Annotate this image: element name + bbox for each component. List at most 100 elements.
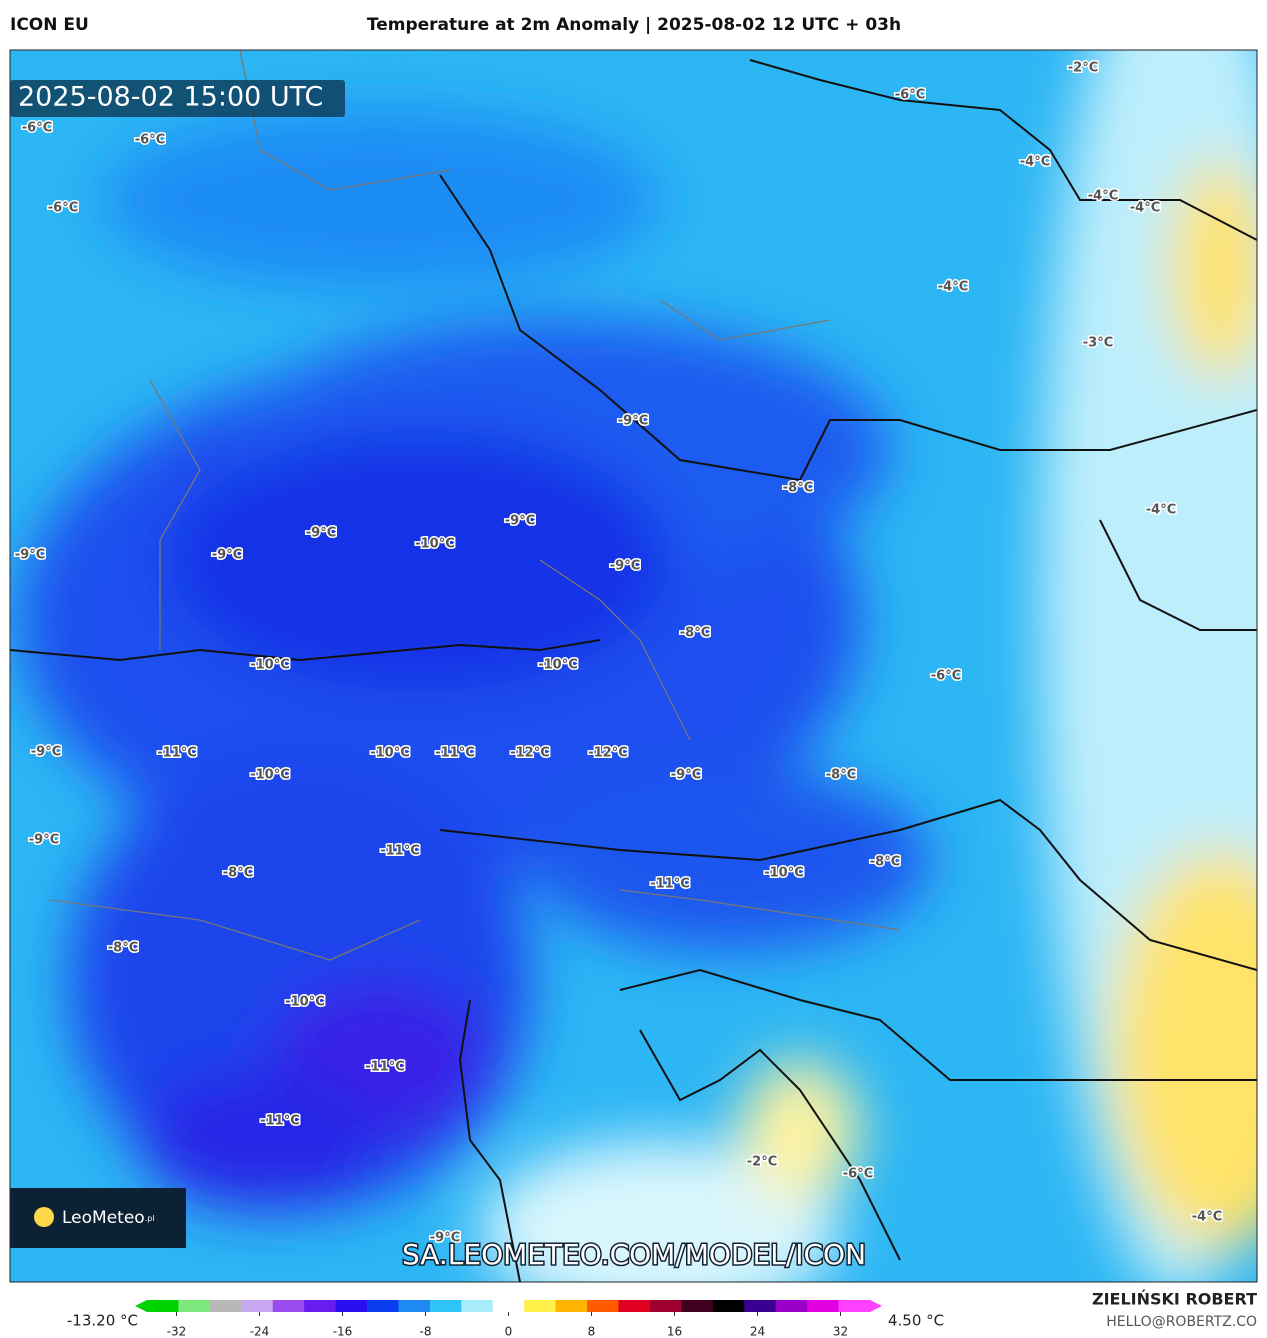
contour-label: -8°C xyxy=(826,768,856,783)
model-name: ICON EU xyxy=(10,15,89,35)
colorbar-swatch xyxy=(649,1300,682,1312)
contour-label: -9°C xyxy=(505,514,535,529)
contour-label: -8°C xyxy=(870,855,900,870)
contour-label: -9°C xyxy=(610,559,640,574)
contour-label: -11°C xyxy=(380,844,420,859)
colorbar-swatch xyxy=(555,1300,588,1312)
contour-label: -9°C xyxy=(430,1231,460,1246)
contour-label: -4°C xyxy=(938,280,968,295)
colorbar-swatch xyxy=(587,1300,620,1312)
border xyxy=(619,968,1257,1081)
colorbar-tick-label: 24 xyxy=(750,1325,765,1338)
contour-label: -6°C xyxy=(22,121,52,136)
colorbar-swatch xyxy=(241,1300,274,1312)
contour-label: -6°C xyxy=(931,669,961,684)
contour-label: -4°C xyxy=(1146,503,1176,518)
colorbar-swatch xyxy=(272,1300,305,1312)
contour-label: -9°C xyxy=(212,548,242,563)
contour-label: -10°C xyxy=(250,658,290,673)
contour-label: -9°C xyxy=(671,768,701,783)
min-label: -13.20 °C xyxy=(67,1312,138,1330)
contour-label: -9°C xyxy=(15,548,45,563)
max-label: 4.50 °C xyxy=(888,1312,944,1330)
border xyxy=(439,174,1257,482)
colorbar-swatch xyxy=(461,1300,494,1312)
contour-label: -6°C xyxy=(843,1167,873,1182)
colorbar-tick-label: -8 xyxy=(420,1325,432,1338)
contour-label: -8°C xyxy=(680,626,710,641)
colorbar-tick-label: -24 xyxy=(250,1325,270,1338)
anomaly-field xyxy=(20,50,1257,1282)
coastline xyxy=(458,999,521,1282)
contour-label: -9°C xyxy=(31,745,61,760)
logo-text: LeoMeteo.pl xyxy=(62,1208,155,1228)
colorbar-tick-label: 16 xyxy=(667,1325,682,1338)
colorbar-arrow xyxy=(135,1300,147,1312)
contour-label: -12°C xyxy=(510,746,550,761)
colorbar-tick-label: 8 xyxy=(588,1325,596,1338)
timestamp-box xyxy=(10,80,345,117)
author: ZIELIŃSKI ROBERT xyxy=(1092,1290,1257,1309)
colorbar-tick-label: -16 xyxy=(333,1325,353,1338)
contour-label: -11°C xyxy=(435,746,475,761)
border xyxy=(10,639,601,662)
colorbar-tick-label: 32 xyxy=(833,1325,848,1338)
contour-label: -8°C xyxy=(783,481,813,496)
colorbar-swatch xyxy=(367,1300,399,1312)
contour-label: -3°C xyxy=(1083,336,1113,351)
colorbar-tick-label: 0 xyxy=(505,1325,513,1338)
coastline xyxy=(639,1029,901,1261)
contour-label: -6°C xyxy=(895,88,925,103)
contour-label: -2°C xyxy=(747,1155,777,1170)
colorbar-swatch xyxy=(335,1300,368,1312)
colorbar-swatch xyxy=(618,1300,651,1312)
contour-label: -10°C xyxy=(370,746,410,761)
contour-label: -10°C xyxy=(415,537,455,552)
colorbar-swatch xyxy=(524,1300,557,1312)
logo-suffix: .pl xyxy=(145,1214,155,1223)
contour-label: -11°C xyxy=(365,1060,405,1075)
contour-label: -12°C xyxy=(588,746,628,761)
map: -2°C -6°C -6°C -6°C -4°C -4°C -4°C -6°C -4°C -3°C… xyxy=(10,50,1257,1282)
contour-label: -9°C xyxy=(306,526,336,541)
contour-label: -4°C xyxy=(1130,201,1160,216)
region-border xyxy=(49,50,901,961)
colorbar-swatch xyxy=(147,1300,179,1312)
valid-time: 2025-08-02 15:00 UTC xyxy=(18,82,323,113)
contour-label: -6°C xyxy=(135,133,165,148)
contour-labels: -2°C -6°C -6°C -6°C -4°C -4°C -4°C -6°C -4°C -3°C… xyxy=(13,59,1223,1247)
colorbar-swatch xyxy=(807,1300,840,1312)
contour-label: -4°C xyxy=(1192,1210,1222,1225)
colorbar-swatch xyxy=(304,1300,337,1312)
contour-label: -10°C xyxy=(764,866,804,881)
colorbar-swatch xyxy=(775,1300,808,1312)
colorbar-swatch xyxy=(681,1300,714,1312)
contour-label: -10°C xyxy=(250,768,290,783)
colorbar-swatch xyxy=(712,1300,745,1312)
contour-label: -11°C xyxy=(157,746,197,761)
contour-label: -9°C xyxy=(618,414,648,429)
contour-label: -8°C xyxy=(108,941,138,956)
contour-label: -9°C xyxy=(29,833,59,848)
colorbar-swatch xyxy=(838,1300,871,1312)
border xyxy=(749,59,1257,241)
contour-label: -11°C xyxy=(260,1114,300,1129)
colorbar-swatch xyxy=(178,1300,211,1312)
colorbar-swatch xyxy=(744,1300,777,1312)
contour-label: -4°C xyxy=(1088,189,1118,204)
contour-label: -11°C xyxy=(650,877,690,892)
contour-label: -6°C xyxy=(48,201,78,216)
watermark: SA.LEOMETEO.COM/MODEL/ICON xyxy=(402,1238,866,1271)
colorbar-arrow xyxy=(870,1300,882,1312)
chart-title: Temperature at 2m Anomaly | 2025-08-02 1… xyxy=(367,15,901,35)
border xyxy=(1099,519,1257,631)
logo-name: LeoMeteo xyxy=(62,1208,145,1228)
contour-label: -8°C xyxy=(223,866,253,881)
contour-label: -10°C xyxy=(285,995,325,1010)
colorbar-swatch xyxy=(209,1300,242,1312)
logo-sun xyxy=(34,1207,54,1227)
colorbar-swatch xyxy=(492,1300,525,1312)
colorbar-tick-label: -32 xyxy=(167,1325,187,1338)
